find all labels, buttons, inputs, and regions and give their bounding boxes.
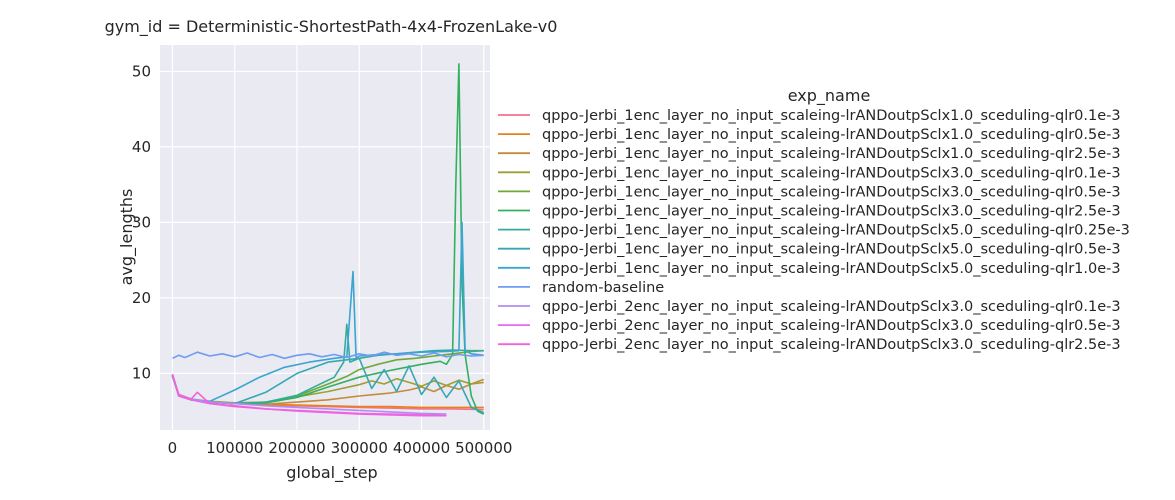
legend-label: qppo-Jerbi_1enc_layer_no_input_scaleing-… [542, 242, 1121, 258]
legend-item: qppo-Jerbi_1enc_layer_no_input_scaleing-… [498, 165, 1121, 181]
y-axis-ticks: 10 20 30 40 50 [132, 62, 151, 382]
x-tick-label: 300000 [331, 439, 388, 457]
legend-item: qppo-Jerbi_1enc_layer_no_input_scaleing-… [498, 108, 1121, 124]
legend-item: qppo-Jerbi_1enc_layer_no_input_scaleing-… [498, 127, 1121, 143]
legend-item: qppo-Jerbi_1enc_layer_no_input_scaleing-… [498, 261, 1121, 277]
y-tick-label: 10 [132, 364, 151, 382]
legend-item: qppo-Jerbi_1enc_layer_no_input_scaleing-… [498, 146, 1121, 162]
legend-item: qppo-Jerbi_1enc_layer_no_input_scaleing-… [498, 223, 1130, 239]
x-tick-label: 400000 [393, 439, 450, 457]
plot-area [160, 45, 490, 430]
chart-title: gym_id = Deterministic-ShortestPath-4x4-… [105, 17, 558, 37]
y-axis-label: avg_lengths [117, 189, 137, 286]
legend: exp_name qppo-Jerbi_1enc_layer_no_input_… [498, 86, 1130, 353]
grid [160, 45, 490, 430]
legend-item: qppo-Jerbi_2enc_layer_no_input_scaleing-… [498, 299, 1121, 315]
x-tick-label: 100000 [206, 439, 263, 457]
legend-item: qppo-Jerbi_2enc_layer_no_input_scaleing-… [498, 337, 1121, 353]
legend-label: qppo-Jerbi_1enc_layer_no_input_scaleing-… [542, 184, 1121, 200]
series-line-12 [171, 373, 447, 417]
x-axis-ticks: 0 100000 200000 300000 400000 500000 [168, 439, 513, 457]
legend-label: qppo-Jerbi_1enc_layer_no_input_scaleing-… [542, 127, 1121, 143]
series-lines [171, 63, 485, 417]
legend-label: random-baseline [542, 280, 664, 296]
x-tick-label: 0 [168, 439, 178, 457]
legend-label: qppo-Jerbi_2enc_layer_no_input_scaleing-… [542, 299, 1121, 315]
y-tick-label: 40 [132, 138, 151, 156]
legend-label: qppo-Jerbi_1enc_layer_no_input_scaleing-… [542, 204, 1121, 220]
legend-label: qppo-Jerbi_1enc_layer_no_input_scaleing-… [542, 165, 1121, 181]
legend-title: exp_name [788, 86, 871, 106]
y-tick-label: 30 [132, 213, 151, 231]
legend-label: qppo-Jerbi_2enc_layer_no_input_scaleing-… [542, 318, 1121, 334]
series-line-8 [171, 221, 484, 403]
y-tick-label: 50 [132, 62, 151, 80]
legend-label: qppo-Jerbi_1enc_layer_no_input_scaleing-… [542, 108, 1121, 124]
legend-item: qppo-Jerbi_2enc_layer_no_input_scaleing-… [498, 318, 1121, 334]
legend-item: qppo-Jerbi_1enc_layer_no_input_scaleing-… [498, 242, 1121, 258]
y-tick-label: 20 [132, 289, 151, 307]
legend-item: qppo-Jerbi_1enc_layer_no_input_scaleing-… [498, 184, 1121, 200]
legend-label: qppo-Jerbi_1enc_layer_no_input_scaleing-… [542, 261, 1121, 277]
legend-item: qppo-Jerbi_1enc_layer_no_input_scaleing-… [498, 204, 1121, 220]
x-tick-label: 200000 [268, 439, 325, 457]
legend-item: random-baseline [498, 280, 664, 296]
legend-label: qppo-Jerbi_2enc_layer_no_input_scaleing-… [542, 337, 1121, 353]
x-axis-label: global_step [286, 463, 377, 483]
legend-label: qppo-Jerbi_1enc_layer_no_input_scaleing-… [542, 223, 1130, 239]
x-tick-label: 500000 [455, 439, 512, 457]
series-line-9 [172, 351, 484, 360]
legend-label: qppo-Jerbi_1enc_layer_no_input_scaleing-… [542, 146, 1121, 162]
